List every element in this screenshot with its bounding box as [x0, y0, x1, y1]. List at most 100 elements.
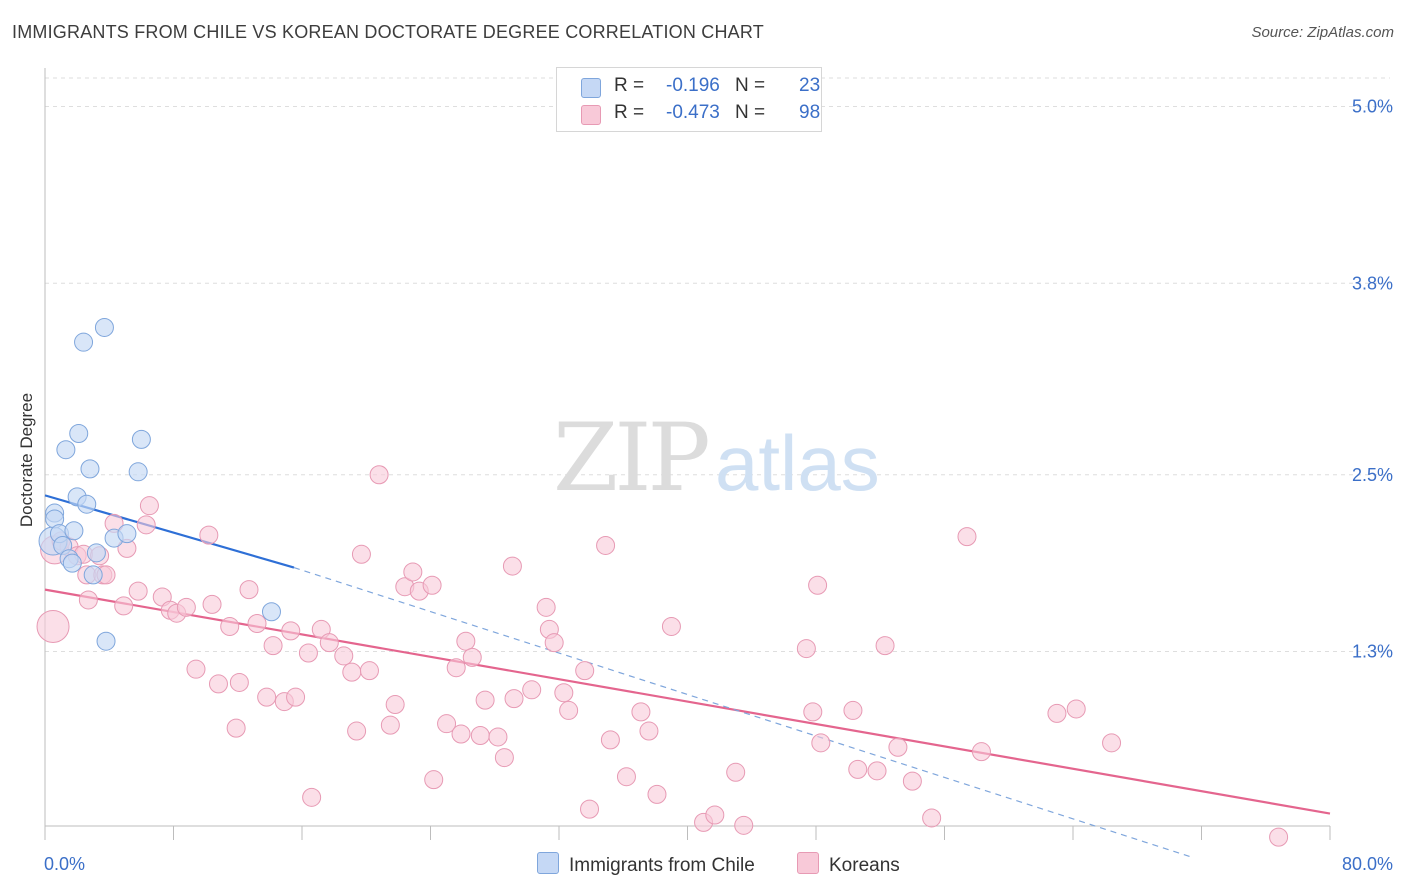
- point-koreans: [220, 616, 240, 636]
- watermark-atlas: atlas: [715, 419, 880, 507]
- point-koreans: [1047, 703, 1067, 723]
- point-chile: [117, 524, 137, 544]
- point-koreans: [544, 633, 564, 653]
- point-koreans: [522, 680, 542, 700]
- bottom-legend-chile-label: Immigrants from Chile: [569, 855, 755, 876]
- point-koreans: [451, 724, 471, 744]
- point-chile: [69, 424, 89, 444]
- point-koreans: [631, 702, 651, 722]
- point-koreans: [502, 556, 522, 576]
- point-koreans: [347, 721, 367, 741]
- point-koreans: [705, 805, 725, 825]
- point-chile: [94, 317, 114, 337]
- points-koreans: [36, 465, 1289, 847]
- legend-r-value: -0.196: [666, 75, 720, 96]
- point-koreans: [867, 761, 887, 781]
- point-koreans: [494, 748, 514, 768]
- watermark: ZIP atlas: [553, 404, 880, 513]
- legend-n-label: N =: [735, 102, 766, 123]
- point-koreans: [580, 799, 600, 819]
- stats-legend: R = -0.196 N = 23 R = -0.473 N = 98: [556, 67, 822, 132]
- legend-n-label: N =: [735, 75, 766, 96]
- point-koreans: [208, 674, 228, 694]
- legend-r-label: R =: [614, 102, 645, 123]
- point-koreans: [470, 725, 490, 745]
- point-koreans: [446, 658, 466, 678]
- source-note: Source: ZipAtlas.com: [1251, 24, 1394, 41]
- point-koreans: [385, 695, 405, 715]
- legend-swatch-chile: [581, 78, 601, 98]
- point-koreans: [888, 737, 908, 757]
- point-koreans: [726, 762, 746, 782]
- point-koreans: [139, 496, 159, 516]
- point-koreans: [199, 525, 219, 545]
- point-chile: [96, 631, 116, 651]
- point-koreans: [128, 581, 148, 601]
- bottom-legend-chile: Immigrants from Chile: [537, 852, 755, 877]
- point-koreans: [808, 575, 828, 595]
- legend-n-value: 23: [799, 75, 821, 96]
- point-koreans: [369, 465, 389, 485]
- point-koreans: [575, 661, 595, 681]
- point-koreans: [596, 535, 616, 555]
- point-koreans: [971, 742, 991, 762]
- point-chile: [80, 459, 100, 479]
- legend-r-value: -0.473: [666, 102, 720, 123]
- trend-line-chile-extension: [293, 566, 1194, 859]
- point-chile: [64, 521, 84, 541]
- point-koreans: [334, 646, 354, 666]
- point-koreans: [475, 690, 495, 710]
- y-tick-label: 3.8%: [1352, 273, 1393, 293]
- point-koreans: [298, 643, 318, 663]
- point-koreans: [78, 590, 98, 610]
- bottom-swatch-koreans: [797, 852, 819, 874]
- point-koreans: [843, 700, 863, 720]
- point-koreans: [811, 733, 831, 753]
- point-chile: [261, 602, 281, 622]
- legend-n-value: 98: [799, 102, 821, 123]
- point-koreans: [488, 727, 508, 747]
- point-koreans: [176, 597, 196, 617]
- point-koreans: [1269, 827, 1289, 847]
- point-koreans: [263, 636, 283, 656]
- legend-swatch-koreans: [581, 105, 601, 125]
- point-koreans: [247, 614, 267, 634]
- point-koreans: [504, 689, 524, 709]
- point-koreans: [136, 515, 156, 535]
- point-koreans: [536, 597, 556, 617]
- y-tick-label: 5.0%: [1352, 97, 1393, 117]
- axes: [44, 68, 1331, 840]
- y-tick-label: 1.3%: [1352, 642, 1393, 662]
- point-koreans: [186, 659, 206, 679]
- point-koreans: [36, 609, 70, 643]
- point-koreans: [257, 687, 277, 707]
- point-koreans: [437, 714, 457, 734]
- point-koreans: [226, 718, 246, 738]
- point-koreans: [1102, 733, 1122, 753]
- point-koreans: [351, 544, 371, 564]
- point-koreans: [1066, 699, 1086, 719]
- point-koreans: [319, 633, 339, 653]
- point-koreans: [281, 621, 301, 641]
- point-koreans: [848, 759, 868, 779]
- point-koreans: [639, 721, 659, 741]
- bottom-swatch-chile: [537, 852, 559, 874]
- x-tick-label-min: 0.0%: [44, 854, 85, 874]
- point-chile: [62, 553, 82, 573]
- point-koreans: [359, 661, 379, 681]
- point-chile: [131, 429, 151, 449]
- point-koreans: [422, 575, 442, 595]
- point-chile: [86, 543, 106, 563]
- legend-r-label: R =: [614, 75, 645, 96]
- point-koreans: [202, 594, 222, 614]
- point-koreans: [875, 636, 895, 656]
- point-koreans: [239, 580, 259, 600]
- point-koreans: [647, 784, 667, 804]
- point-koreans: [661, 616, 681, 636]
- point-koreans: [403, 562, 423, 582]
- y-tick-labels: 1.3% 2.5% 3.8% 5.0%: [1352, 97, 1393, 662]
- x-tick-label-max: 80.0%: [1342, 854, 1393, 874]
- point-koreans: [902, 771, 922, 791]
- y-axis-label: Doctorate Degree: [17, 392, 36, 528]
- points-chile: [38, 317, 281, 651]
